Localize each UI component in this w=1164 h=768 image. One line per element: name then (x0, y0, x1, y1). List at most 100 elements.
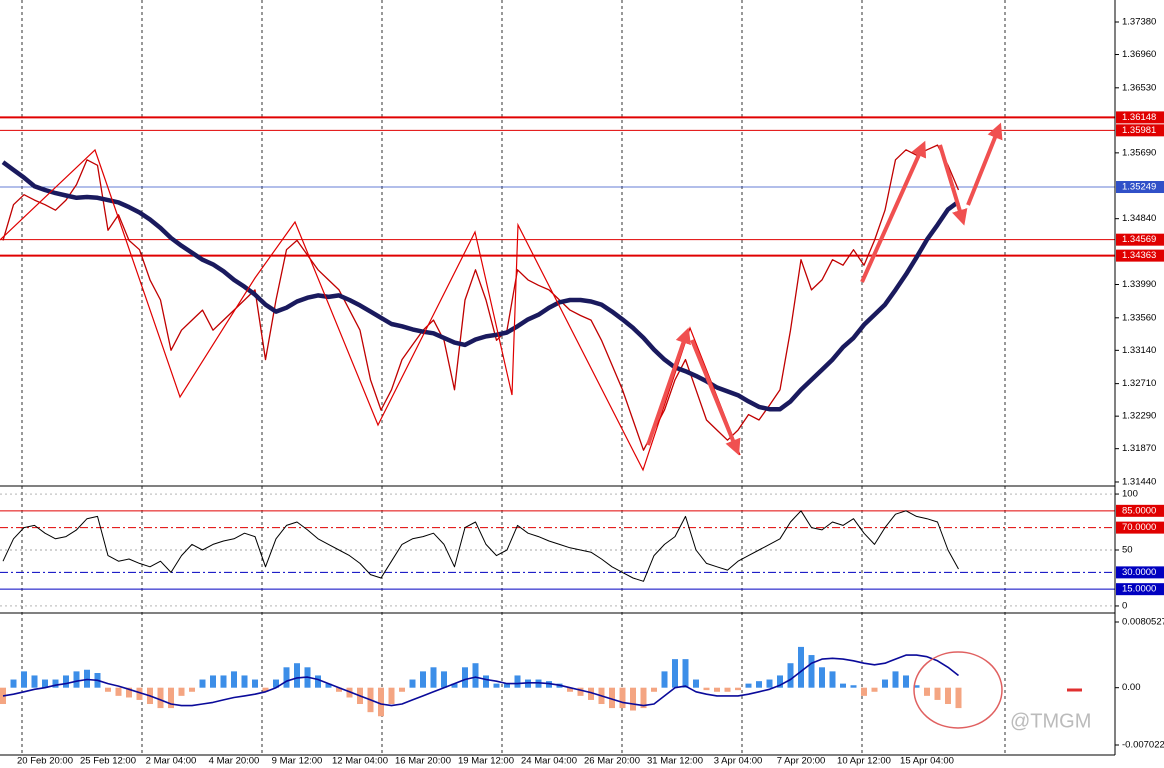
level-label: 15.0000 (1122, 584, 1156, 595)
level-label-box (1116, 521, 1164, 534)
histogram-bar (210, 675, 216, 688)
x-tick-label: 19 Mar 12:00 (458, 756, 514, 767)
histogram-bar (168, 687, 174, 709)
histogram-bar (567, 687, 573, 692)
histogram-bar (829, 671, 836, 688)
histogram-bar (871, 687, 878, 692)
x-tick-label: 2 Mar 04:00 (146, 756, 197, 767)
level-label-box (1116, 249, 1164, 262)
histogram-bar (882, 679, 888, 688)
x-tick-label: 16 Mar 20:00 (395, 756, 451, 767)
histogram-bar (73, 671, 80, 688)
y-tick-label: 1.32290 (1122, 411, 1156, 422)
y-tick-label: 0.0080527 (1122, 617, 1164, 628)
y-tick-label: 1.37380 (1122, 17, 1156, 28)
highlight-circle (913, 651, 1003, 729)
level-label: 1.34569 (1122, 234, 1156, 245)
y-tick-label: 100 (1122, 489, 1138, 500)
histogram-bar (115, 687, 122, 696)
x-tick-label: 3 Apr 04:00 (714, 756, 763, 767)
level-label: 1.34363 (1122, 250, 1156, 261)
histogram-bar (283, 667, 290, 688)
histogram-bar (945, 687, 951, 705)
histogram-bar (840, 683, 846, 688)
histogram-bar (241, 675, 248, 688)
histogram-bar (21, 671, 27, 688)
x-tick-label: 4 Mar 20:00 (209, 756, 260, 767)
y-tick-label: 1.32710 (1122, 378, 1156, 389)
x-tick-label: 10 Apr 12:00 (837, 756, 891, 767)
arrow (646, 327, 691, 446)
histogram-bar (651, 687, 657, 692)
histogram-bar (861, 687, 867, 696)
annotations (0, 122, 1082, 729)
histogram-bar (546, 681, 552, 688)
histogram-bar (504, 683, 510, 688)
histogram-bar (535, 679, 542, 688)
histogram-bar (766, 679, 773, 688)
histogram-bar (619, 687, 626, 709)
histogram-bar (493, 683, 500, 688)
histogram-bar (672, 659, 678, 688)
series-line (2, 654, 959, 707)
x-tick-label: 7 Apr 20:00 (777, 756, 826, 767)
histogram-bar (819, 667, 825, 688)
y-tick-label: 0 (1122, 600, 1127, 611)
histogram-bar (42, 679, 48, 688)
y-tick-label: 1.35690 (1122, 147, 1156, 158)
histogram-bar (430, 667, 437, 688)
histogram-bar (136, 687, 143, 700)
series-line (2, 144, 960, 451)
x-tick-label: 31 Mar 12:00 (647, 756, 703, 767)
y-tick-label: 50 (1122, 545, 1133, 556)
level-label-box (1116, 504, 1164, 517)
plot (0, 116, 1115, 717)
histogram-bar (913, 685, 920, 688)
y-tick-label: 1.36960 (1122, 49, 1156, 60)
histogram-bar (798, 646, 804, 688)
x-tick-label: 15 Apr 04:00 (900, 756, 954, 767)
series-line (2, 510, 959, 582)
histogram-bar (483, 675, 489, 688)
histogram-bar (462, 667, 468, 688)
histogram-bar (63, 675, 69, 688)
y-tick-label: 1.33990 (1122, 279, 1156, 290)
histogram-bar (745, 683, 752, 688)
level-label: 1.35981 (1122, 125, 1156, 136)
level-label-box (1116, 583, 1164, 596)
arrow (860, 140, 927, 283)
histogram-bar (409, 679, 416, 688)
level-label-box (1116, 111, 1164, 124)
histogram-bar (609, 687, 615, 709)
histogram-bar (388, 687, 395, 705)
histogram-bar (588, 687, 594, 700)
histogram-bar (231, 671, 237, 688)
histogram-bar (336, 687, 342, 692)
histogram-bar (808, 655, 815, 688)
histogram-bar (451, 683, 458, 688)
series-line (1, 160, 960, 412)
histogram-bar (252, 679, 258, 688)
histogram-bar (126, 687, 132, 698)
y-tick-label: 1.33140 (1122, 345, 1156, 356)
histogram-bar (850, 685, 857, 688)
level-label-box (1116, 124, 1164, 137)
histogram-bar (724, 687, 731, 692)
histogram-bar (220, 675, 227, 688)
x-tick-label: 24 Mar 04:00 (521, 756, 577, 767)
histogram-bar (514, 675, 521, 688)
histogram-bar (31, 675, 38, 688)
level-label: 70.0000 (1122, 522, 1156, 533)
histogram-bar (325, 683, 332, 688)
histogram-bar (199, 679, 206, 688)
histogram-bar (420, 671, 426, 688)
x-tick-label: 12 Mar 04:00 (332, 756, 388, 767)
x-tick-label: 20 Feb 20:00 (17, 756, 73, 767)
arrow (966, 122, 1003, 206)
level-label: 30.0000 (1122, 567, 1156, 578)
level-label: 1.35249 (1122, 182, 1156, 193)
histogram-bar (178, 687, 185, 696)
level-label-box (1116, 233, 1164, 246)
histogram-bar (934, 687, 941, 700)
